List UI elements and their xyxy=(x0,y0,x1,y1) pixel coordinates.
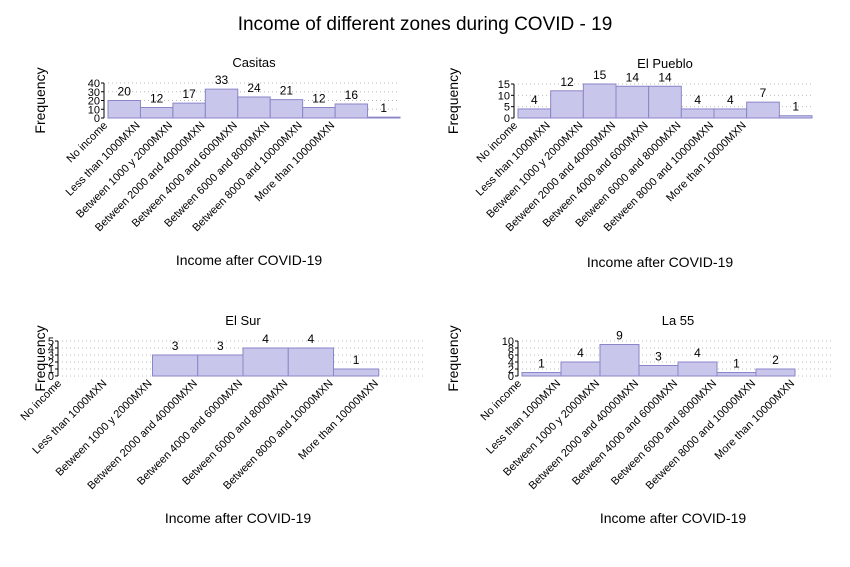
value-label: 3 xyxy=(172,339,179,353)
value-label: 1 xyxy=(538,357,545,371)
y-axis-label: Frequency xyxy=(32,325,48,391)
y-tick-label: 1 xyxy=(48,364,54,376)
bar xyxy=(677,361,718,377)
value-label: 20 xyxy=(118,85,132,99)
y-tick-label: 6 xyxy=(508,350,514,362)
y-tick-label: 0 xyxy=(48,371,54,383)
value-label: 33 xyxy=(215,73,229,87)
bar xyxy=(615,85,650,119)
bar xyxy=(107,100,141,119)
y-tick-label: 30 xyxy=(88,87,100,99)
bar xyxy=(713,108,748,119)
bar xyxy=(778,115,813,119)
value-label: 2 xyxy=(772,353,779,367)
y-tick-label: 0 xyxy=(94,113,100,125)
value-label: 12 xyxy=(150,92,164,106)
bar xyxy=(582,83,617,119)
figure-title: Income of different zones during COVID -… xyxy=(238,14,613,35)
bar xyxy=(367,116,401,119)
x-tick-label: More than 10000MXN xyxy=(296,378,381,463)
bar xyxy=(550,90,584,119)
bar xyxy=(334,103,369,119)
x-tick-label: Less than 1000MXN xyxy=(484,378,563,457)
value-label: 12 xyxy=(560,75,574,89)
value-label: 4 xyxy=(727,93,734,107)
y-tick-label: 10 xyxy=(88,104,100,116)
bar xyxy=(269,99,304,119)
value-label: 14 xyxy=(658,70,672,84)
panel-title: El Pueblo xyxy=(637,56,693,71)
value-label: 14 xyxy=(626,70,640,84)
panel-title: Casitas xyxy=(232,55,276,70)
value-label: 24 xyxy=(247,81,261,95)
bar xyxy=(560,361,601,377)
value-label: 1 xyxy=(792,100,799,114)
y-tick-label: 20 xyxy=(88,96,100,108)
value-label: 1 xyxy=(733,357,740,371)
bar xyxy=(680,108,715,119)
y-tick-label: 2 xyxy=(48,357,54,369)
bar xyxy=(521,372,562,377)
bar xyxy=(648,85,682,119)
value-label: 1 xyxy=(353,353,360,367)
value-label: 4 xyxy=(531,93,538,107)
bar xyxy=(755,368,796,377)
y-tick-label: 5 xyxy=(504,102,510,114)
y-tick-label: 3 xyxy=(48,350,54,362)
value-label: 12 xyxy=(312,92,326,106)
y-tick-label: 5 xyxy=(48,336,54,348)
bar xyxy=(287,347,334,377)
value-label: 4 xyxy=(694,93,701,107)
bar xyxy=(172,102,206,119)
bar xyxy=(716,372,757,377)
x-tick-label: Between 1000 y 2000MXN xyxy=(54,378,155,479)
y-axis-label: Frequency xyxy=(445,325,461,391)
bar xyxy=(333,368,380,377)
value-label: 15 xyxy=(593,68,607,82)
x-axis-label: Income after COVID-19 xyxy=(176,252,322,268)
bar xyxy=(237,96,271,119)
bar xyxy=(139,107,174,119)
value-label: 4 xyxy=(694,346,701,360)
bar xyxy=(517,108,552,119)
y-axis-label: Frequency xyxy=(445,68,461,134)
value-label: 9 xyxy=(616,329,623,343)
value-label: 3 xyxy=(217,339,224,353)
value-label: 7 xyxy=(760,86,767,100)
panel-title: La 55 xyxy=(662,313,695,328)
bar xyxy=(746,101,780,119)
y-tick-label: 4 xyxy=(508,357,514,369)
value-label: 16 xyxy=(345,88,359,102)
bar xyxy=(204,88,239,119)
y-tick-label: 10 xyxy=(502,336,514,348)
x-tick-label: More than 10000MXN xyxy=(713,378,798,463)
y-tick-label: 15 xyxy=(498,79,510,91)
bar xyxy=(152,354,199,377)
bar xyxy=(638,365,679,377)
y-axis-label: Frequency xyxy=(32,67,48,133)
value-label: 4 xyxy=(577,346,584,360)
y-tick-label: 10 xyxy=(498,90,510,102)
bar xyxy=(599,344,640,377)
x-axis-label: Income after COVID-19 xyxy=(600,510,746,526)
value-label: 17 xyxy=(182,87,196,101)
value-label: 4 xyxy=(308,332,315,346)
y-tick-label: 0 xyxy=(504,113,510,125)
value-label: 21 xyxy=(280,84,294,98)
y-tick-label: 40 xyxy=(88,78,100,90)
y-tick-label: 2 xyxy=(508,364,514,376)
x-axis-label: Income after COVID-19 xyxy=(165,510,311,526)
y-tick-label: 8 xyxy=(508,343,514,355)
x-axis-label: Income after COVID-19 xyxy=(587,254,733,270)
value-label: 1 xyxy=(380,101,387,115)
value-label: 4 xyxy=(262,332,269,346)
y-tick-label: 0 xyxy=(508,371,514,383)
bar xyxy=(242,347,289,377)
panel-title: El Sur xyxy=(225,313,261,328)
bar xyxy=(197,354,244,377)
y-tick-label: 4 xyxy=(48,343,54,355)
bar xyxy=(302,107,336,119)
value-label: 3 xyxy=(655,350,662,364)
